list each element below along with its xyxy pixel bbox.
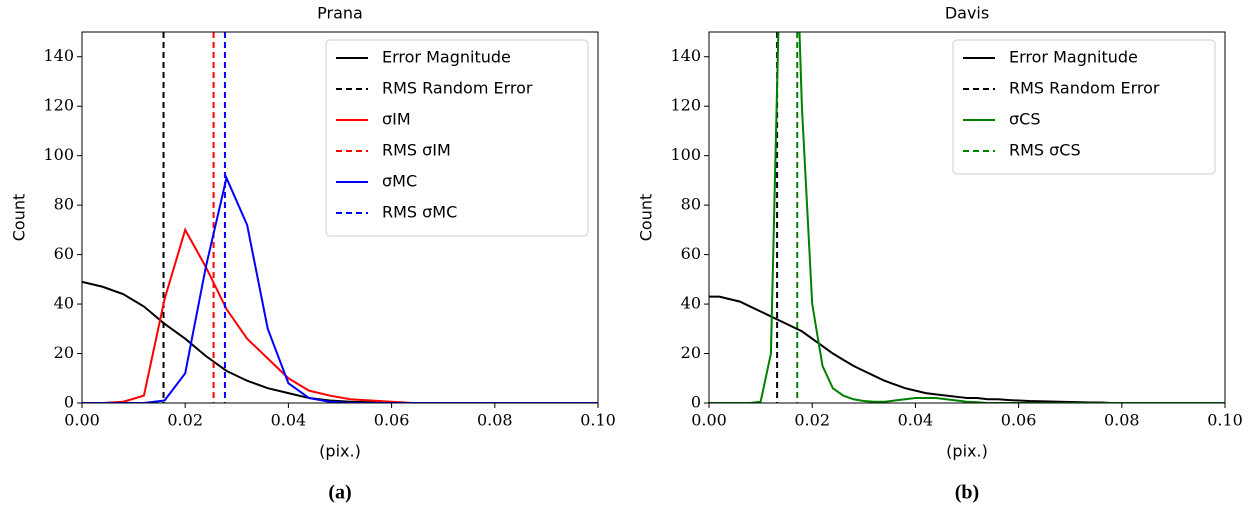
legend: Error Magnitude RMS Random Error σIM RMS σI… [325, 39, 589, 237]
series-line [709, 295, 1225, 403]
series-line [82, 174, 598, 403]
legend-label: RMS Random Error [1009, 79, 1160, 98]
series-line [82, 227, 598, 403]
legend-box [325, 39, 589, 237]
y-tick-label: 120 [43, 96, 74, 115]
y-tick-label: 40 [54, 294, 74, 313]
legend-label: σIM [382, 110, 411, 129]
plot-area [82, 32, 598, 403]
x-tick-label: 0.02 [794, 411, 830, 430]
x-tick-label: 0.10 [580, 411, 616, 430]
legend-box [952, 39, 1216, 175]
legend: Error Magnitude RMS Random Error σCS RMS σC… [952, 39, 1216, 175]
x-tick-label: 0.00 [64, 411, 100, 430]
legend-label: RMS Random Error [382, 79, 533, 98]
chart-title: Prana [317, 4, 363, 23]
plot-area [709, 32, 1225, 403]
y-tick-label: 40 [681, 294, 701, 313]
y-tick-label: 120 [670, 96, 701, 115]
x-axis-label: (pix.) [946, 442, 988, 461]
y-tick-label: 80 [681, 195, 701, 214]
y-tick-label: 80 [54, 195, 74, 214]
y-tick-label: 140 [670, 46, 701, 65]
caption: (a) [328, 482, 351, 504]
x-tick-label: 0.02 [167, 411, 203, 430]
x-tick-label: 0.04 [271, 411, 307, 430]
panel: Davis (pix.) Count (b) 0 20 40 60 80 100 120 140 0.0… [637, 4, 1243, 504]
panel: Prana (pix.) Count (a) 0 20 40 60 80 100 120 140 0.0… [10, 4, 616, 504]
y-tick-label: 100 [670, 145, 701, 164]
y-tick-label: 60 [54, 244, 74, 263]
y-tick-label: 0 [691, 393, 701, 412]
x-tick-label: 0.06 [1001, 411, 1037, 430]
y-tick-label: 20 [54, 343, 74, 362]
y-axis-label: Count [10, 194, 29, 242]
y-tick-label: 60 [681, 244, 701, 263]
x-tick-label: 0.08 [1104, 411, 1140, 430]
x-axis-label: (pix.) [319, 442, 361, 461]
y-tick-label: 0 [64, 393, 74, 412]
x-tick-label: 0.10 [1207, 411, 1243, 430]
x-tick-label: 0.06 [374, 411, 410, 430]
axes-frame [81, 31, 599, 404]
y-tick-label: 100 [43, 145, 74, 164]
caption: (b) [955, 482, 979, 504]
legend-label: Error Magnitude [382, 48, 511, 67]
y-axis-label: Count [637, 194, 656, 242]
legend-label: σCS [1009, 110, 1040, 129]
series-line [82, 280, 598, 403]
legend-label: RMS σIM [382, 141, 451, 160]
chart-title: Davis [945, 4, 989, 23]
x-tick-label: 0.08 [477, 411, 513, 430]
legend-label: RMS σMC [382, 203, 457, 222]
legend-label: Error Magnitude [1009, 48, 1138, 67]
x-tick-label: 0.04 [898, 411, 934, 430]
axes-frame [708, 31, 1226, 404]
y-tick-label: 20 [681, 343, 701, 362]
x-tick-label: 0.00 [691, 411, 727, 430]
series-line [709, 32, 1225, 403]
legend-label: σMC [382, 172, 417, 191]
y-tick-label: 140 [43, 46, 74, 65]
legend-label: RMS σCS [1009, 141, 1081, 160]
